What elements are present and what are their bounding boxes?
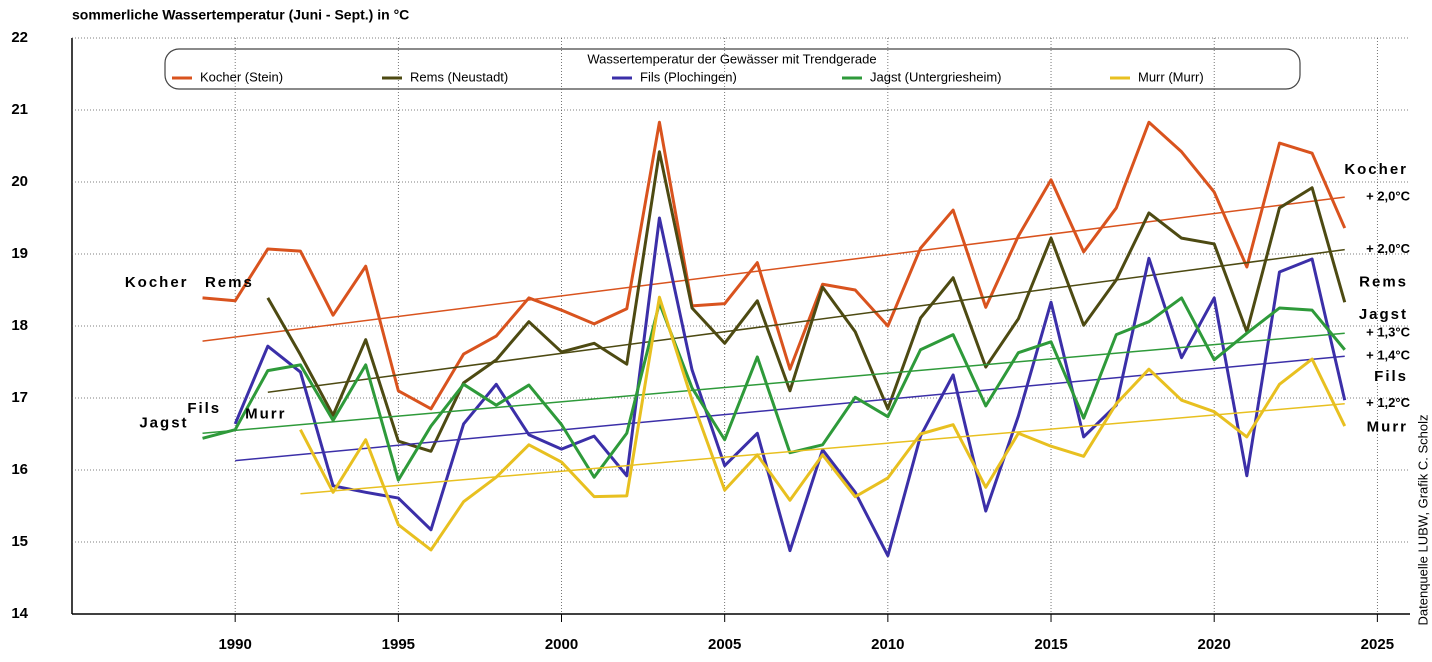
- legend-label: Fils (Plochingen): [640, 69, 737, 84]
- series-label-right: Fils: [1374, 368, 1408, 385]
- legend-box: [164, 48, 1301, 90]
- y-tick-label: 18: [11, 317, 28, 334]
- x-tick-label: 1995: [382, 636, 415, 653]
- series-label-right: Murr: [1367, 419, 1408, 436]
- trend-change-label: + 1,4°C: [1366, 348, 1410, 363]
- trend-line: [267, 248, 1345, 393]
- x-tick-label: 2015: [1034, 636, 1067, 653]
- x-tick-label: 2010: [871, 636, 904, 653]
- trend-change-label: + 1,3°C: [1366, 325, 1410, 340]
- series-label-left: Fils: [187, 400, 221, 417]
- series-label-right: Rems: [1359, 274, 1408, 291]
- legend-title: Wassertemperatur der Gewässer mit Trendg…: [587, 51, 876, 66]
- chart-title: sommerliche Wassertemperatur (Juni - Sep…: [72, 7, 409, 23]
- y-tick-label: 22: [11, 29, 28, 46]
- trend-line: [202, 332, 1345, 435]
- y-tick-label: 16: [11, 461, 28, 478]
- y-tick-label: 21: [11, 101, 28, 118]
- series-label-left: Kocher: [125, 274, 189, 291]
- data-line: [202, 120, 1347, 411]
- x-tick-label: 1990: [218, 636, 251, 653]
- x-tick-label: 2000: [545, 636, 578, 653]
- data-line: [202, 296, 1346, 482]
- series-label-right: Kocher: [1344, 161, 1408, 178]
- trend-line: [235, 355, 1345, 462]
- legend-label: Rems (Neustadt): [410, 69, 508, 84]
- data-line: [266, 150, 1347, 453]
- x-tick-label: 2025: [1361, 636, 1394, 653]
- y-tick-label: 19: [11, 245, 28, 262]
- data-line: [233, 216, 1347, 558]
- legend-label: Murr (Murr): [1138, 69, 1204, 84]
- series-label-left: Murr: [245, 406, 286, 423]
- trend-change-label: + 2,0°C: [1366, 241, 1410, 256]
- x-tick-label: 2020: [1198, 636, 1231, 653]
- trend-change-label: + 1,2°C: [1366, 395, 1410, 410]
- data-line: [299, 295, 1347, 552]
- series-label-right: Jagst: [1359, 306, 1408, 323]
- series-label-left: Rems: [205, 274, 254, 291]
- y-tick-label: 15: [11, 533, 28, 550]
- source: Datenquelle LUBW, Grafik C. Scholz: [1415, 415, 1430, 626]
- y-tick-label: 14: [11, 605, 28, 622]
- legend-label: Jagst (Untergriesheim): [870, 69, 1002, 84]
- legend-label: Kocher (Stein): [200, 69, 283, 84]
- trend-line: [300, 403, 1345, 495]
- y-tick-label: 20: [11, 173, 28, 190]
- series-label-left: Jagst: [139, 414, 188, 431]
- x-tick-label: 2005: [708, 636, 741, 653]
- trend-change-label: + 2,0°C: [1366, 189, 1410, 204]
- y-tick-label: 17: [11, 389, 28, 406]
- trend-line: [202, 196, 1345, 342]
